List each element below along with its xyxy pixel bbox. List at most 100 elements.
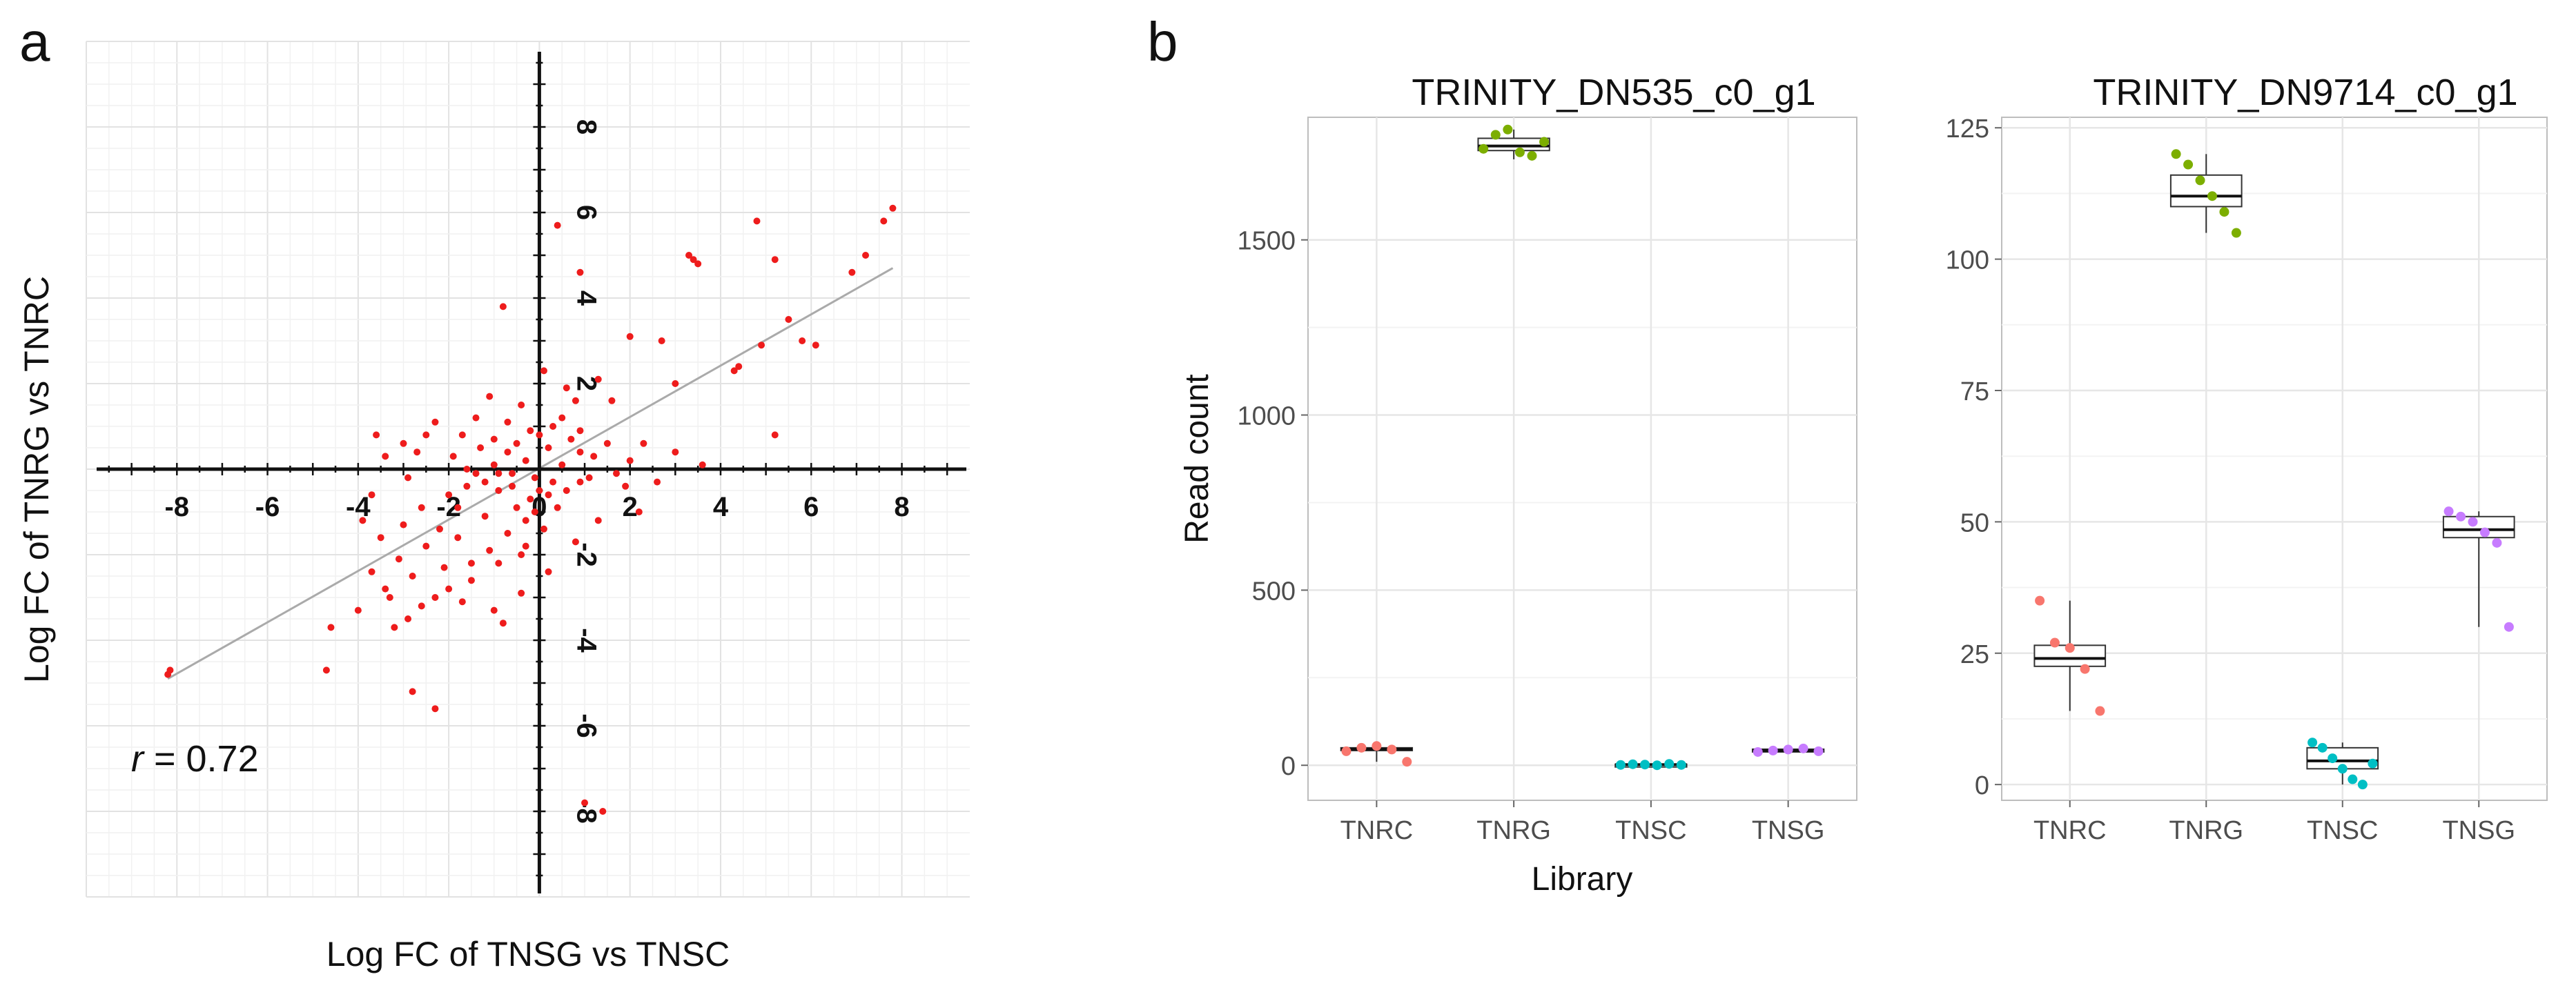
data-point — [2183, 159, 2194, 170]
scatter-point — [572, 397, 579, 404]
scatter-point — [418, 602, 425, 610]
data-point — [2171, 149, 2181, 159]
scatter-point — [690, 256, 697, 264]
scatter-point — [409, 688, 416, 695]
scatter-point — [395, 555, 402, 563]
data-point — [2231, 228, 2241, 238]
scatter-point — [622, 482, 630, 490]
scatter-point — [880, 217, 888, 225]
data-point — [2195, 175, 2205, 186]
scatter-point — [522, 542, 529, 550]
scatter-point — [449, 453, 457, 460]
trend-line — [167, 267, 894, 680]
scatter-point — [504, 418, 511, 426]
y-tick-label: 2 — [571, 376, 601, 391]
scatter-point — [382, 585, 389, 593]
data-point — [1640, 760, 1650, 770]
scatter-point — [672, 380, 679, 387]
scatter-point — [848, 268, 856, 276]
scatter-point — [626, 457, 634, 464]
box1-ylabel: Read count — [1179, 374, 1216, 544]
scatter-point — [812, 342, 819, 349]
y-tick-label: 0 — [1975, 771, 1989, 800]
scatter-point — [771, 256, 779, 264]
box-plot-dn9714: 0 25 50 75 100 125 TNRC TNRG TNSC TNSG — [1946, 115, 2548, 845]
scatter-point — [672, 448, 679, 456]
y-tick-label: -2 — [571, 542, 601, 567]
scatter-point — [545, 444, 552, 451]
y-tick-label: 1500 — [1237, 227, 1296, 256]
data-point — [2095, 706, 2105, 716]
scatter-point — [322, 666, 330, 674]
plot-panel — [1307, 117, 1857, 801]
panel-label-a: a — [19, 11, 50, 72]
scatter-point — [440, 564, 448, 571]
scatter-point — [771, 431, 779, 439]
scatter-point — [549, 478, 557, 486]
scatter-point — [545, 568, 552, 575]
x-tick-label: TNSG — [2442, 816, 2515, 845]
x-tick-label: 0 — [531, 492, 547, 522]
scatter-point — [567, 435, 575, 443]
data-point — [1490, 130, 1501, 140]
data-point — [2035, 595, 2045, 606]
data-point — [2049, 637, 2060, 648]
y-tick-label: 6 — [571, 205, 601, 220]
scatter-point — [545, 491, 552, 499]
scatter-point — [490, 461, 498, 468]
scatter-point — [481, 478, 489, 486]
scatter-point — [518, 402, 525, 408]
box1-title: TRINITY_DN535_c0_g1 — [1412, 72, 1815, 113]
x-tick-label: TNRC — [2033, 816, 2107, 845]
data-point — [2219, 207, 2229, 217]
correlation-symbol: r — [131, 738, 145, 780]
scatter-point — [463, 466, 471, 473]
scatter-point — [576, 478, 584, 486]
scatter-point — [549, 423, 557, 430]
data-point — [1664, 759, 1675, 769]
scatter-point — [467, 577, 475, 584]
x-tick-label: -4 — [346, 492, 371, 522]
scatter-point — [436, 525, 443, 533]
scatter-point — [626, 333, 634, 340]
scatter-point — [400, 521, 407, 528]
scatter-point — [594, 517, 602, 524]
plot-panel — [2001, 117, 2548, 801]
scatter-point — [536, 487, 543, 494]
y-tick-label: 0 — [1281, 752, 1296, 781]
x-tick-label: -8 — [164, 492, 189, 522]
scatter-point — [354, 606, 362, 614]
data-point — [2443, 506, 2454, 517]
scatter-point — [400, 439, 407, 447]
scatter-point — [576, 268, 584, 276]
scatter-point — [359, 517, 367, 524]
scatter-point — [608, 397, 616, 404]
scatter-point — [540, 525, 547, 533]
scatter-point — [594, 375, 602, 383]
scatter-point — [486, 546, 494, 554]
data-point — [1539, 137, 1550, 147]
box-iqr — [2169, 174, 2243, 208]
scatter-point — [540, 367, 547, 375]
data-point — [1514, 147, 1525, 157]
scatter-point — [418, 504, 425, 511]
scatter-point — [572, 538, 579, 546]
data-point — [2317, 742, 2328, 753]
scatter-point — [445, 491, 453, 499]
data-point — [1341, 746, 1352, 756]
scatter-point — [454, 534, 462, 542]
scatter-point — [431, 594, 439, 601]
data-point — [1628, 759, 1638, 769]
scatter-point — [558, 461, 566, 468]
scatter-point — [413, 448, 421, 456]
scatter-point — [889, 204, 897, 212]
box1-xlabel: Library — [1532, 861, 1633, 898]
x-tick-label: TNRC — [1340, 816, 1414, 845]
y-tick-label: 500 — [1252, 577, 1296, 606]
scatter-point — [613, 470, 620, 477]
scatter-point — [685, 252, 693, 259]
data-point — [1479, 144, 1489, 154]
scatter-point — [404, 474, 412, 482]
